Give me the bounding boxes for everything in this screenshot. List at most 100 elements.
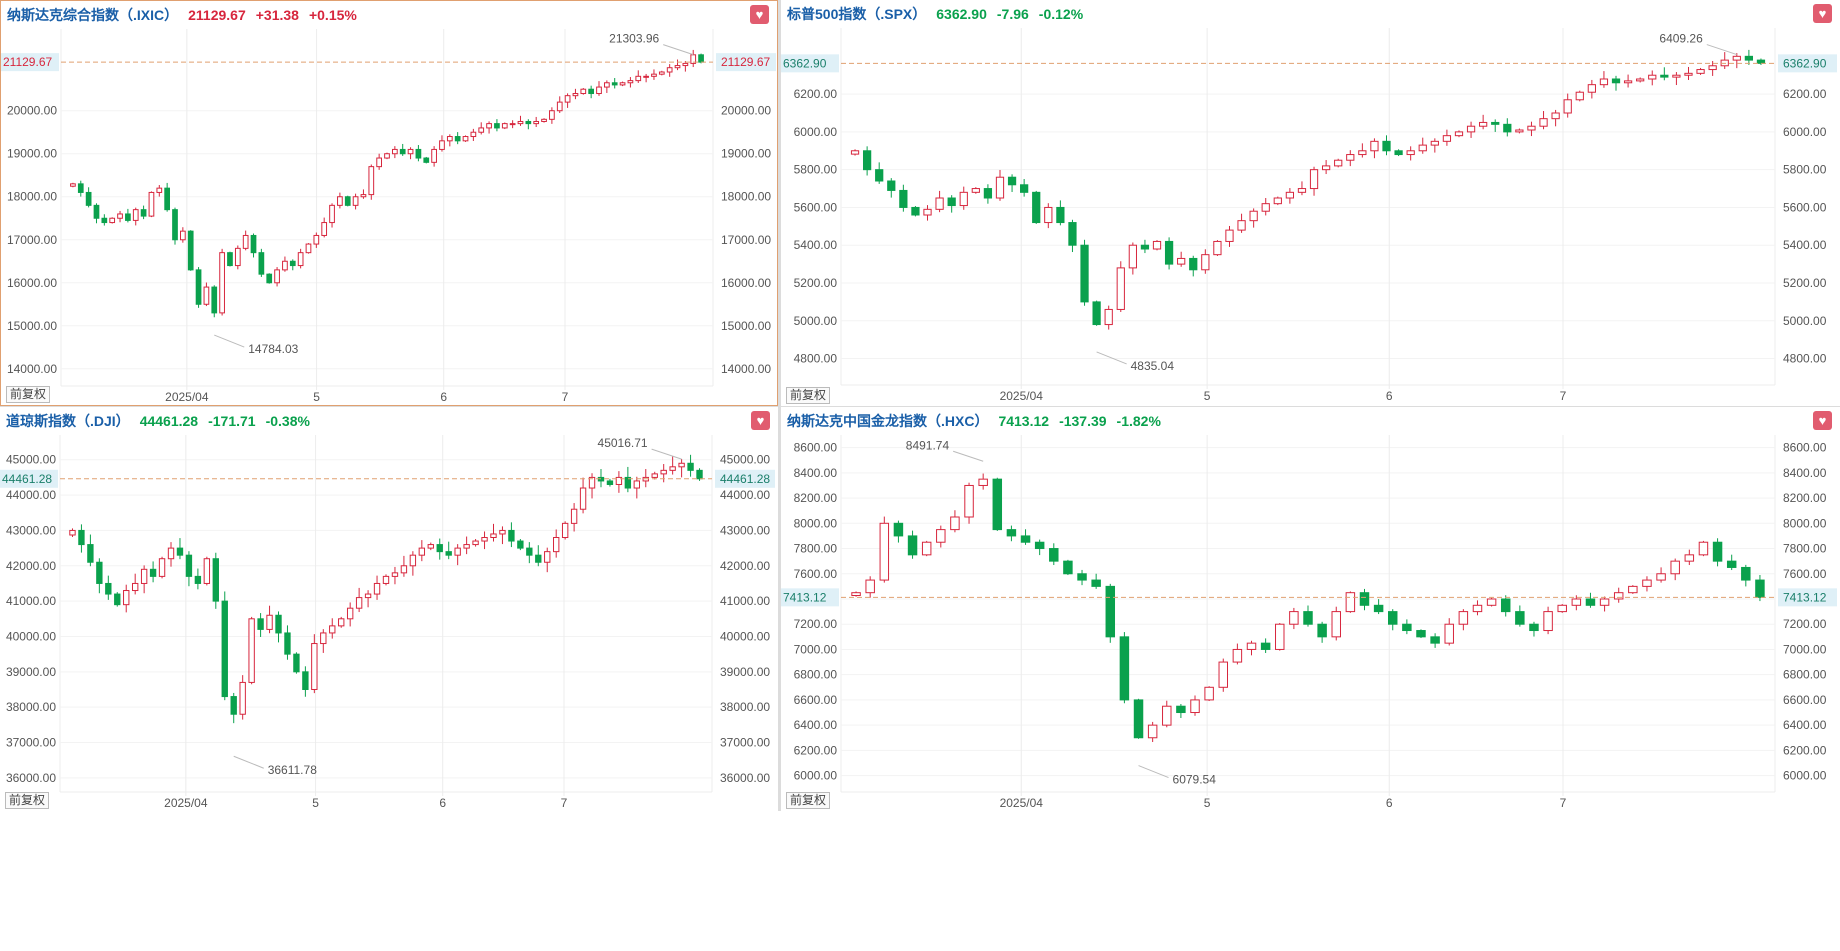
- y-tick-label-left: 4800.00: [794, 352, 838, 366]
- index-name: 道琼斯指数（.DJI）: [6, 413, 130, 429]
- y-tick-label-right: 41000.00: [720, 594, 770, 608]
- candle-body: [409, 554, 417, 567]
- low-annotation: 6079.54: [1173, 773, 1217, 787]
- candle-body: [158, 558, 166, 577]
- candle-body: [619, 82, 626, 86]
- candle-body: [627, 80, 634, 84]
- candle-body: [1260, 642, 1271, 650]
- candle-body: [1529, 623, 1539, 632]
- candle-body: [400, 565, 408, 574]
- candle-body: [391, 572, 399, 577]
- y-tick-label-right: 36000.00: [720, 771, 770, 785]
- horizontal-divider: [0, 406, 1840, 407]
- chart-panel-hxc[interactable]: 纳斯达克中国金龙指数（.HXC） 7413.12 -137.39 -1.82% …: [781, 407, 1840, 811]
- x-tick-label: 7: [562, 390, 569, 404]
- index-change: -137.39: [1059, 413, 1107, 429]
- candle-body: [1585, 598, 1596, 606]
- heart-icon[interactable]: ♥: [1813, 411, 1832, 430]
- y-tick-label-left: 8600.00: [794, 441, 838, 455]
- candle-body: [1006, 529, 1017, 537]
- y-tick-label-left: 8000.00: [794, 516, 838, 530]
- y-tick-label-left: 6400.00: [794, 718, 838, 732]
- candle-body: [284, 632, 291, 655]
- candlestick-chart[interactable]: 36000.00 36000.00 37000.00 37000.00 38000.00…: [0, 407, 778, 811]
- chart-panel-dji[interactable]: 道琼斯指数（.DJI） 44461.28 -171.71 -0.38% ♥ 36…: [0, 407, 778, 811]
- candlestick-chart[interactable]: 14000.00 14000.00 15000.00 15000.00 16000.00…: [1, 1, 778, 406]
- candle-body: [556, 101, 563, 112]
- chart-panel-spx[interactable]: 标普500指数（.SPX） 6362.90 -7.96 -0.12% ♥ 480…: [781, 0, 1840, 406]
- y-tick-label-right: 5600.00: [1783, 200, 1827, 214]
- candle-body: [1147, 724, 1158, 739]
- y-tick-label-right: 20000.00: [721, 104, 771, 118]
- y-tick-label-right: 6200.00: [1783, 87, 1827, 101]
- candle-body: [219, 252, 225, 314]
- candle-body: [212, 558, 219, 602]
- candle-body: [96, 561, 103, 584]
- chart-panel-ixic[interactable]: 纳斯达克综合指数（.IXIC） 21129.67 +31.38 +0.15% ♥…: [0, 0, 778, 406]
- candle-body: [1128, 244, 1137, 269]
- candle-body: [481, 537, 488, 542]
- candle-body: [1297, 188, 1307, 193]
- candle-body: [1543, 611, 1553, 632]
- candle-body: [266, 273, 273, 284]
- price-adjust-button[interactable]: 前复权: [786, 387, 831, 404]
- candle-body: [950, 516, 960, 531]
- y-tick-label-left: 6200.00: [794, 743, 838, 757]
- candlestick-chart[interactable]: 4800.00 4800.00 5000.00 5000.00 5200.00 5200.…: [781, 0, 1840, 406]
- candle-body: [257, 618, 264, 630]
- candle-body: [194, 575, 202, 584]
- candle-body: [1077, 573, 1087, 581]
- heart-icon[interactable]: ♥: [1813, 4, 1832, 23]
- candle-body: [321, 222, 328, 236]
- candle-body: [436, 544, 443, 553]
- high-annotation: 8491.74: [906, 438, 950, 452]
- candle-body: [203, 558, 211, 584]
- y-tick-label-right: 6000.00: [1783, 769, 1827, 783]
- panel-header: 纳斯达克综合指数（.IXIC） 21129.67 +31.38 +0.15%: [7, 6, 357, 24]
- candle-body: [947, 197, 956, 207]
- y-tick-label-right: 7000.00: [1783, 642, 1827, 656]
- y-tick-label-left: 38000.00: [6, 700, 56, 714]
- candle-body: [995, 176, 1005, 199]
- candle-body: [1020, 535, 1031, 543]
- candle-body: [1225, 229, 1234, 242]
- heart-icon[interactable]: ♥: [750, 5, 769, 24]
- candle-body: [643, 75, 649, 78]
- candle-body: [1091, 579, 1101, 587]
- candle-body: [258, 252, 265, 275]
- candle-body: [1063, 560, 1073, 575]
- candle-body: [606, 480, 614, 485]
- y-tick-label-right: 5800.00: [1783, 163, 1827, 177]
- price-adjust-button[interactable]: 前复权: [786, 792, 831, 809]
- candle-body: [427, 544, 434, 549]
- candle-body: [1551, 112, 1560, 120]
- candle-body: [462, 136, 469, 142]
- x-tick-label: 2025/04: [164, 796, 208, 810]
- candle-body: [1732, 55, 1741, 61]
- price-adjust-button[interactable]: 前复权: [5, 792, 50, 809]
- index-name: 标普500指数（.SPX）: [787, 6, 927, 22]
- candle-body: [1020, 184, 1029, 193]
- candlestick-chart[interactable]: 6000.00 6000.00 6200.00 6200.00 6400.00 6400.…: [781, 407, 1840, 811]
- candle-body: [1539, 118, 1548, 127]
- candle-body: [935, 197, 944, 210]
- index-change: -7.96: [996, 6, 1029, 22]
- candle-body: [1232, 648, 1243, 663]
- high-annotation: 21303.96: [609, 32, 659, 46]
- price-adjust-button[interactable]: 前复权: [6, 386, 51, 403]
- candle-body: [1237, 220, 1246, 231]
- candle-body: [1571, 598, 1582, 606]
- candle-body: [360, 194, 367, 198]
- index-name: 纳斯达克中国金龙指数（.HXC）: [787, 413, 989, 429]
- candle-body: [1708, 65, 1717, 71]
- candle-body: [140, 568, 148, 584]
- candle-body: [313, 234, 320, 245]
- candle-body: [1049, 548, 1059, 562]
- high-leader-line: [651, 448, 682, 460]
- candle-body: [311, 643, 318, 690]
- candle-body: [1177, 257, 1186, 265]
- candle-body: [454, 547, 461, 556]
- heart-icon[interactable]: ♥: [751, 411, 770, 430]
- candle-body: [1503, 123, 1512, 133]
- candle-body: [1418, 144, 1427, 152]
